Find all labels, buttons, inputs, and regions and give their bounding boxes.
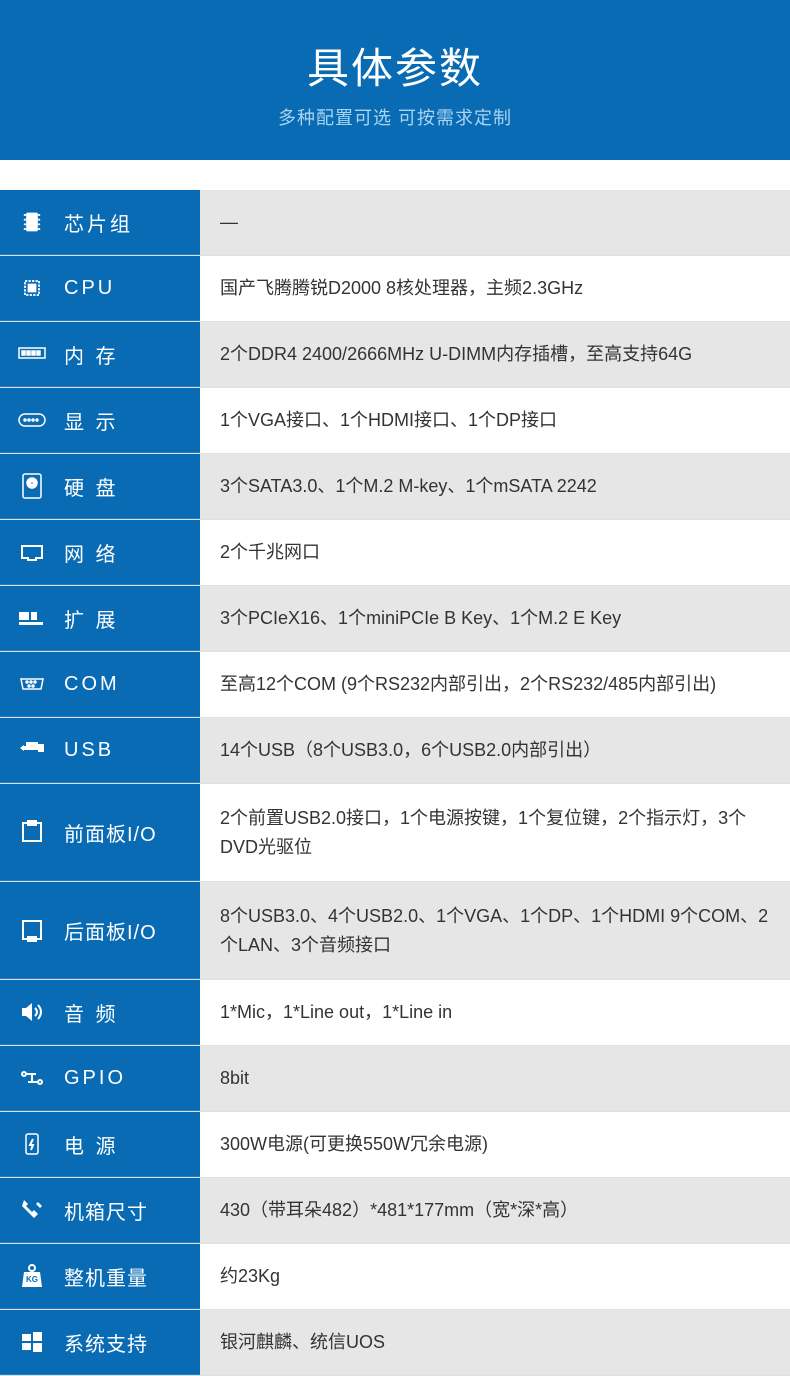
rear-io-icon: [12, 914, 52, 946]
display-icon: [12, 404, 52, 436]
spec-label-text: 后面板I/O: [64, 916, 188, 945]
spec-row-gpio: GPIO 8bit: [0, 1046, 790, 1112]
spec-label: 网 络: [0, 520, 200, 585]
size-icon: [12, 1194, 52, 1226]
spec-label-text: 硬 盘: [64, 472, 188, 501]
spec-label: COM: [0, 652, 200, 717]
spec-row-size: 机箱尺寸 430（带耳朵482）*481*177mm（宽*深*高）: [0, 1178, 790, 1244]
disk-icon: [12, 470, 52, 502]
spec-label: 机箱尺寸: [0, 1178, 200, 1243]
header-section: 具体参数 多种配置可选 可按需求定制: [0, 0, 790, 160]
spec-label: GPIO: [0, 1046, 200, 1111]
spec-row-display: 显 示 1个VGA接口、1个HDMI接口、1个DP接口: [0, 388, 790, 454]
spec-label: 芯片组: [0, 190, 200, 255]
spec-row-expansion: 扩 展 3个PCIeX16、1个miniPCIe B Key、1个M.2 E K…: [0, 586, 790, 652]
spec-value: 2个前置USB2.0接口，1个电源按键，1个复位键，2个指示灯，3个DVD光驱位: [200, 784, 790, 881]
os-icon: [12, 1326, 52, 1358]
spec-label-text: GPIO: [64, 1067, 188, 1090]
spec-label: 显 示: [0, 388, 200, 453]
spec-label-text: 芯片组: [64, 208, 188, 237]
spec-value: 3个SATA3.0、1个M.2 M-key、1个mSATA 2242: [200, 454, 790, 519]
spec-value: 银河麒麟、统信UOS: [200, 1310, 790, 1375]
spec-row-chipset: 芯片组 —: [0, 190, 790, 256]
spec-value: 2个千兆网口: [200, 520, 790, 585]
spec-value: 8个USB3.0、4个USB2.0、1个VGA、1个DP、1个HDMI 9个CO…: [200, 882, 790, 979]
spec-label: 后面板I/O: [0, 882, 200, 979]
spec-row-os: 系统支持 银河麒麟、统信UOS: [0, 1310, 790, 1376]
spec-value: 14个USB（8个USB3.0，6个USB2.0内部引出）: [200, 718, 790, 783]
svg-text:KG: KG: [26, 1275, 38, 1284]
spec-label-text: USB: [64, 739, 188, 762]
spec-label: KG 整机重量: [0, 1244, 200, 1309]
spec-label: 扩 展: [0, 586, 200, 651]
spec-value: 1*Mic，1*Line out，1*Line in: [200, 980, 790, 1045]
power-icon: [12, 1128, 52, 1160]
weight-icon: KG: [12, 1260, 52, 1292]
spec-row-power: 电 源 300W电源(可更换550W冗余电源): [0, 1112, 790, 1178]
spec-value: 1个VGA接口、1个HDMI接口、1个DP接口: [200, 388, 790, 453]
com-icon: [12, 668, 52, 700]
spec-label: USB: [0, 718, 200, 783]
audio-icon: [12, 996, 52, 1028]
gpio-icon: [12, 1062, 52, 1094]
spec-value: 3个PCIeX16、1个miniPCIe B Key、1个M.2 E Key: [200, 586, 790, 651]
spec-table: 芯片组 — CPU 国产飞腾腾锐D2000 8核处理器，主频2.3GHz 内 存…: [0, 190, 790, 1376]
spec-label-text: 前面板I/O: [64, 818, 188, 847]
spec-label: 电 源: [0, 1112, 200, 1177]
spec-value: 300W电源(可更换550W冗余电源): [200, 1112, 790, 1177]
spec-label-text: 机箱尺寸: [64, 1196, 188, 1225]
spec-value: 约23Kg: [200, 1244, 790, 1309]
spec-label-text: CPU: [64, 277, 188, 300]
chipset-icon: [12, 206, 52, 238]
spec-value: —: [200, 190, 790, 255]
spec-row-usb: USB 14个USB（8个USB3.0，6个USB2.0内部引出）: [0, 718, 790, 784]
cpu-icon: [12, 272, 52, 304]
spec-row-network: 网 络 2个千兆网口: [0, 520, 790, 586]
spec-row-front-io: 前面板I/O 2个前置USB2.0接口，1个电源按键，1个复位键，2个指示灯，3…: [0, 784, 790, 882]
spec-row-ram: 内 存 2个DDR4 2400/2666MHz U-DIMM内存插槽，至高支持6…: [0, 322, 790, 388]
spec-row-com: COM 至高12个COM (9个RS232内部引出，2个RS232/485内部引…: [0, 652, 790, 718]
spec-value: 2个DDR4 2400/2666MHz U-DIMM内存插槽，至高支持64G: [200, 322, 790, 387]
spec-value: 国产飞腾腾锐D2000 8核处理器，主频2.3GHz: [200, 256, 790, 321]
spec-label: 内 存: [0, 322, 200, 387]
expansion-icon: [12, 602, 52, 634]
spec-label-text: 显 示: [64, 406, 188, 435]
spec-label-text: 网 络: [64, 538, 188, 567]
spec-label: 前面板I/O: [0, 784, 200, 881]
spec-row-disk: 硬 盘 3个SATA3.0、1个M.2 M-key、1个mSATA 2242: [0, 454, 790, 520]
front-io-icon: [12, 816, 52, 848]
usb-icon: [12, 734, 52, 766]
spec-label-text: 音 频: [64, 998, 188, 1027]
page-subtitle: 多种配置可选 可按需求定制: [0, 104, 790, 130]
network-icon: [12, 536, 52, 568]
spec-label: 系统支持: [0, 1310, 200, 1375]
spec-label-text: 整机重量: [64, 1262, 188, 1291]
page-title: 具体参数: [0, 35, 790, 96]
spec-label-text: 扩 展: [64, 604, 188, 633]
spec-label-text: 系统支持: [64, 1328, 188, 1357]
spec-row-cpu: CPU 国产飞腾腾锐D2000 8核处理器，主频2.3GHz: [0, 256, 790, 322]
spec-value: 430（带耳朵482）*481*177mm（宽*深*高）: [200, 1178, 790, 1243]
spec-row-weight: KG 整机重量 约23Kg: [0, 1244, 790, 1310]
spec-label-text: 电 源: [64, 1130, 188, 1159]
spec-value: 至高12个COM (9个RS232内部引出，2个RS232/485内部引出): [200, 652, 790, 717]
spec-row-audio: 音 频 1*Mic，1*Line out，1*Line in: [0, 980, 790, 1046]
spec-label-text: 内 存: [64, 340, 188, 369]
spec-label: 硬 盘: [0, 454, 200, 519]
spec-label: 音 频: [0, 980, 200, 1045]
spec-label-text: COM: [64, 673, 188, 696]
spec-row-rear-io: 后面板I/O 8个USB3.0、4个USB2.0、1个VGA、1个DP、1个HD…: [0, 882, 790, 980]
ram-icon: [12, 338, 52, 370]
spec-label: CPU: [0, 256, 200, 321]
spec-value: 8bit: [200, 1046, 790, 1111]
